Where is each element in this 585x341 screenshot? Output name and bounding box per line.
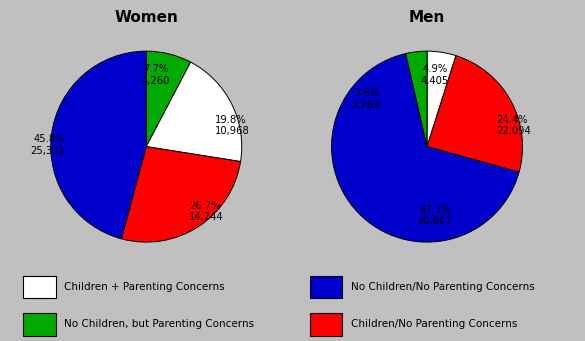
Text: No Children, but Parenting Concerns: No Children, but Parenting Concerns xyxy=(64,320,254,329)
Text: No Children/No Parenting Concerns: No Children/No Parenting Concerns xyxy=(351,282,535,292)
Text: 4.9%
4,405: 4.9% 4,405 xyxy=(421,64,449,86)
Title: Men: Men xyxy=(409,10,445,25)
Wedge shape xyxy=(146,51,191,147)
Wedge shape xyxy=(51,51,146,239)
Bar xyxy=(310,276,342,298)
Wedge shape xyxy=(405,51,427,147)
Text: Children/No Parenting Concerns: Children/No Parenting Concerns xyxy=(351,320,517,329)
Wedge shape xyxy=(427,56,522,172)
Text: 19.8%
10,968: 19.8% 10,968 xyxy=(215,115,250,136)
Text: 26.7%
14,744: 26.7% 14,744 xyxy=(189,201,224,222)
Text: Children + Parenting Concerns: Children + Parenting Concerns xyxy=(64,282,225,292)
Wedge shape xyxy=(332,54,519,242)
Bar xyxy=(23,313,56,336)
Text: 24.4%
22,094: 24.4% 22,094 xyxy=(496,115,531,136)
Text: 45.8%
25,332: 45.8% 25,332 xyxy=(30,134,65,155)
Bar xyxy=(310,313,342,336)
Wedge shape xyxy=(427,51,456,147)
Title: Women: Women xyxy=(114,10,178,25)
Wedge shape xyxy=(146,62,242,162)
Bar xyxy=(23,276,56,298)
Text: 67.1%
60,807: 67.1% 60,807 xyxy=(417,205,452,226)
Wedge shape xyxy=(121,147,240,242)
Text: 3.6%
3,269: 3.6% 3,269 xyxy=(351,88,379,110)
Text: 7.7%
4,260: 7.7% 4,260 xyxy=(142,64,170,86)
